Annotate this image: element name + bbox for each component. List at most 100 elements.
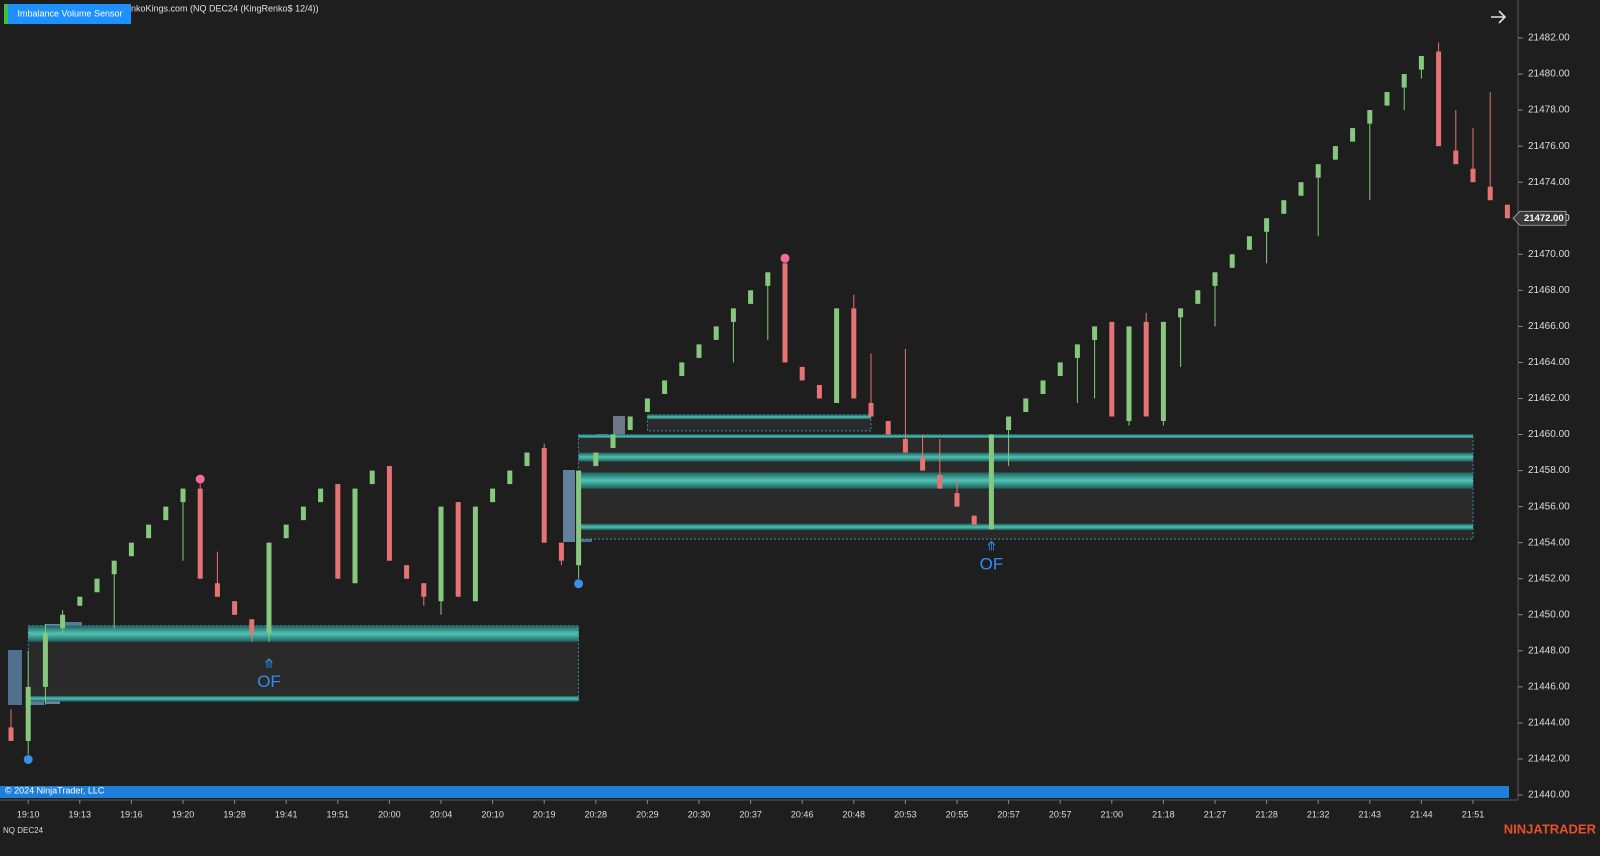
y-tick-label: 21456.00 [1528, 501, 1570, 512]
candle-body [524, 452, 530, 467]
signal-dot [23, 754, 33, 764]
candle-body [60, 614, 66, 629]
candle-body [1384, 92, 1390, 106]
candle-body [94, 578, 100, 593]
nav-arrow[interactable] [1491, 10, 1507, 24]
x-tick-label: 20:48 [843, 809, 866, 819]
candle-body [1436, 51, 1442, 147]
candle-body [1006, 416, 1012, 431]
y-tick-label: 21476.00 [1528, 141, 1570, 152]
x-tick-label: 21:18 [1152, 809, 1175, 819]
candle-body [1487, 186, 1493, 201]
candle-body [730, 308, 736, 322]
y-tick-label: 21474.00 [1528, 177, 1570, 188]
candle-body [662, 380, 668, 394]
candle-body [1315, 164, 1321, 178]
candle-body [8, 727, 14, 741]
y-tick-label: 21454.00 [1528, 537, 1570, 548]
candle-body [679, 362, 685, 376]
brand-logo: NINJATRADER [1504, 821, 1597, 836]
candle-body [558, 542, 564, 561]
candle-body [1212, 272, 1218, 286]
candle-body [1160, 321, 1166, 422]
candle-body [507, 470, 513, 485]
candle-body [937, 475, 943, 489]
x-tick-label: 20:53 [894, 809, 917, 819]
y-tick-label: 21466.00 [1528, 321, 1570, 332]
candle-body [696, 344, 702, 358]
x-tick-label: 21:27 [1204, 809, 1227, 819]
candle-body [1143, 321, 1149, 417]
copyright: © 2024 NinjaTrader, LLC [5, 785, 105, 795]
x-tick-label: 20:29 [636, 809, 659, 819]
candle-body [644, 398, 650, 412]
y-tick-label: 21458.00 [1528, 465, 1570, 476]
candle-body [610, 434, 616, 449]
candle-body [111, 560, 117, 575]
footer-bar [0, 786, 1509, 798]
x-tick-label: 20:37 [739, 809, 762, 819]
zone-band [578, 472, 1473, 489]
y-tick-label: 21448.00 [1528, 645, 1570, 656]
x-tick-label: 21:43 [1359, 809, 1382, 819]
candle-body [1195, 290, 1201, 304]
signal-dot [780, 253, 790, 263]
cell-block [563, 470, 575, 542]
candle-body [713, 326, 719, 340]
candle-body [369, 470, 375, 485]
last-price-label: 21472.00 [1524, 213, 1564, 224]
candle-body [1298, 182, 1304, 196]
candle-body [25, 686, 31, 741]
candle-body [197, 488, 203, 579]
candle-body [1470, 168, 1476, 183]
candle-body [885, 421, 891, 435]
candle-body [386, 466, 392, 561]
candle-body [77, 596, 83, 606]
candle-body [490, 488, 496, 503]
instrument-label: NQ DEC24 [3, 826, 44, 835]
candle-body [748, 290, 754, 304]
x-tick-label: 21:28 [1255, 809, 1278, 819]
x-tick-label: 21:00 [1101, 809, 1124, 819]
y-tick-label: 21460.00 [1528, 429, 1570, 440]
candle-body [335, 484, 341, 579]
candle-body [799, 366, 805, 381]
candle-body [868, 402, 874, 417]
candle-body [576, 470, 582, 566]
indicator-label[interactable]: Imbalance Volume Sensor [17, 8, 122, 18]
x-tick-label: 21:51 [1462, 809, 1485, 819]
indicator-button[interactable] [8, 4, 131, 24]
candle-body [404, 565, 410, 579]
candle-body [627, 416, 633, 431]
candle-body [1246, 236, 1252, 250]
signal-dot [574, 579, 584, 589]
candle-body [920, 457, 926, 471]
y-tick-label: 21482.00 [1528, 33, 1570, 44]
annotation-text: OF [257, 672, 281, 691]
plot-area [8, 42, 1510, 764]
y-tick-label: 21440.00 [1528, 790, 1570, 801]
x-tick-label: 19:20 [172, 809, 195, 819]
candle-body [249, 619, 255, 633]
candle-body [765, 272, 771, 286]
x-tick-label: 20:57 [997, 809, 1020, 819]
candle-body [1401, 74, 1407, 88]
y-tick-label: 21470.00 [1528, 249, 1570, 260]
x-tick-label: 20:30 [688, 809, 711, 819]
y-tick-label: 21462.00 [1528, 393, 1570, 404]
zone-band [578, 523, 1473, 531]
candle-body [1229, 254, 1235, 268]
candle-body [180, 488, 186, 503]
candle-body [1332, 146, 1338, 160]
candle-body [455, 502, 461, 597]
candle-body [851, 308, 857, 399]
candle-body [318, 488, 324, 503]
annotation-symbol: ⤊ [986, 539, 997, 554]
indicator-swatch [4, 4, 8, 24]
x-tick-label: 21:32 [1307, 809, 1330, 819]
x-tick-label: 19:16 [120, 809, 143, 819]
last-price-tag [1512, 210, 1567, 226]
candle-body [1504, 204, 1510, 219]
x-tick-label: 20:04 [430, 809, 453, 819]
